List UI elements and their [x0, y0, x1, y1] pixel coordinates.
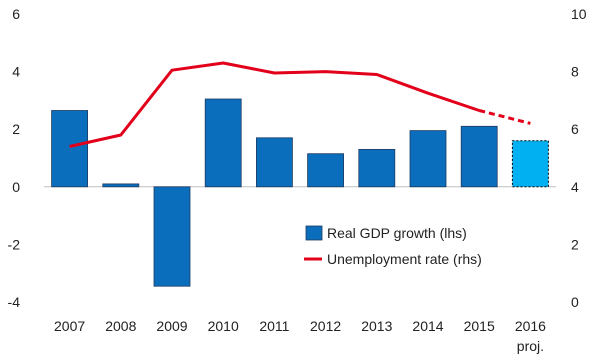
y-left-tick-label: 2: [12, 121, 20, 137]
y-left-tick-label: 0: [12, 179, 20, 195]
tick-labels: -4 -2 0 2 4 6 0 2 4 6 8 10 2007 2008 2009 2010 2011 2012 2…: [8, 6, 587, 354]
x-tick-label: 2007: [54, 318, 85, 334]
bar-2013: [358, 148, 396, 188]
unemployment-line-projection: [478, 109, 531, 125]
bar-2016: [511, 140, 549, 188]
y-right-tick-label: 8: [571, 64, 579, 80]
legend-swatch-gdp: [305, 225, 323, 241]
x-tick-sublabel: proj.: [517, 338, 544, 354]
unemployment-line: [69, 61, 531, 148]
y-left-tick-label: 6: [12, 6, 20, 22]
bar-2007: [51, 110, 88, 188]
x-tick-label: 2008: [105, 318, 136, 334]
y-left-tick-label: -2: [8, 236, 21, 252]
x-tick-label: 2015: [464, 318, 495, 334]
bar-2009: [153, 186, 191, 287]
x-tick-label: 2010: [208, 318, 239, 334]
bar-2012: [307, 153, 345, 188]
legend-label-gdp: Real GDP growth (lhs): [327, 225, 467, 241]
legend-label-unemployment: Unemployment rate (rhs): [327, 251, 482, 267]
bar-2014: [409, 130, 447, 188]
legend: Real GDP growth (lhs) Unemployment rate …: [304, 225, 482, 267]
bar-2015: [460, 125, 498, 188]
x-tick-label: 2014: [412, 318, 443, 334]
y-right-tick-label: 2: [571, 236, 579, 252]
y-right-tick-label: 0: [571, 294, 579, 310]
bar-2011: [255, 137, 293, 188]
bar-2010: [204, 98, 242, 188]
x-tick-label: 2012: [310, 318, 341, 334]
x-tick-label: 2011: [259, 318, 289, 334]
gdp-bars: [51, 98, 549, 287]
bar-2008: [102, 183, 140, 188]
y-right-tick-label: 6: [571, 121, 579, 137]
x-tick-label: 2009: [156, 318, 187, 334]
y-right-tick-label: 4: [571, 179, 579, 195]
unemployment-line-actual: [69, 61, 480, 148]
y-left-tick-label: 4: [12, 64, 20, 80]
x-tick-label: 2013: [361, 318, 392, 334]
y-right-tick-label: 10: [571, 6, 587, 22]
y-left-tick-label: -4: [8, 294, 21, 310]
x-tick-label: 2016: [515, 318, 546, 334]
